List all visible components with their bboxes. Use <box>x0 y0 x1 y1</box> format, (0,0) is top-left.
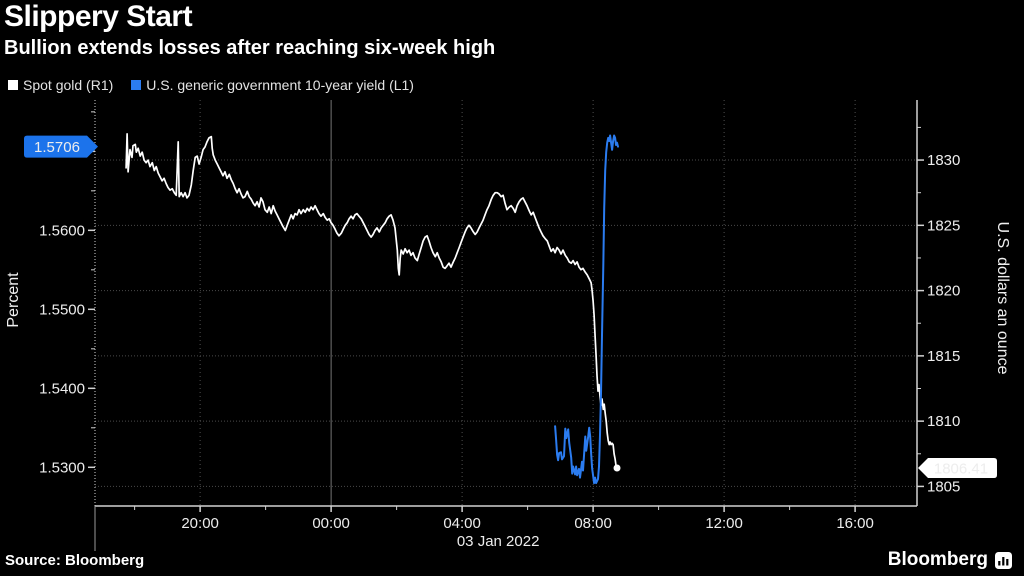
chart-title: Slippery Start <box>4 0 193 33</box>
yield-swatch-icon <box>131 80 142 90</box>
legend: Spot gold (R1) U.S. generic government 1… <box>8 77 414 93</box>
legend-item-10y-yield: U.S. generic government 10-year yield (L… <box>131 77 414 93</box>
left-axis-tick-label: 1.5300 <box>39 459 85 476</box>
legend-label-spot-gold: Spot gold (R1) <box>23 77 114 93</box>
x-axis-tick-label: 20:00 <box>181 515 219 532</box>
right-axis-tick-label: 1830 <box>927 152 960 169</box>
x-axis-tick-label: 04:00 <box>443 515 481 532</box>
yield-last-value-tag <box>24 135 98 158</box>
x-axis-tick-label: 08:00 <box>574 515 612 532</box>
gold-last-value-tag <box>918 458 997 479</box>
bloomberg-logo-text: Bloomberg <box>887 549 988 570</box>
legend-item-spot-gold: Spot gold (R1) <box>8 77 113 93</box>
x-axis-tick-label: 12:00 <box>705 515 743 532</box>
bloomberg-logo: Bloomberg <box>888 549 1012 571</box>
right-axis-tick-label: 1820 <box>927 283 960 300</box>
spot-gold-line <box>125 133 618 469</box>
left-axis-tick-label: 1.5500 <box>39 301 85 318</box>
left-axis-tick-label: 1.5600 <box>39 222 85 239</box>
source-text: Source: Bloomberg <box>5 552 145 569</box>
x-axis-tick-label: 00:00 <box>312 515 350 532</box>
spot-gold-end-dot <box>613 464 621 472</box>
yield-last-value-tag-label: 1.5706 <box>34 139 80 156</box>
right-axis-tick-label: 1805 <box>927 478 960 495</box>
right-axis-tick-label: 1815 <box>927 348 960 365</box>
right-axis-tick-label: 1825 <box>927 217 960 234</box>
yield-line <box>554 134 619 485</box>
legend-label-10y-yield: U.S. generic government 10-year yield (L… <box>146 77 414 93</box>
spot-gold-swatch-icon <box>8 80 18 90</box>
bloomberg-logo-icon <box>995 551 1012 569</box>
chart-subtitle: Bullion extends losses after reaching si… <box>4 37 496 59</box>
right-axis-tick-label: 1810 <box>927 413 960 430</box>
left-axis-tick-label: 1.5400 <box>39 380 85 397</box>
x-axis-date-label: 03 Jan 2022 <box>457 533 540 550</box>
gold-last-value-tag-label: 1806.41 <box>934 461 988 478</box>
x-axis-tick-label: 16:00 <box>836 515 874 532</box>
